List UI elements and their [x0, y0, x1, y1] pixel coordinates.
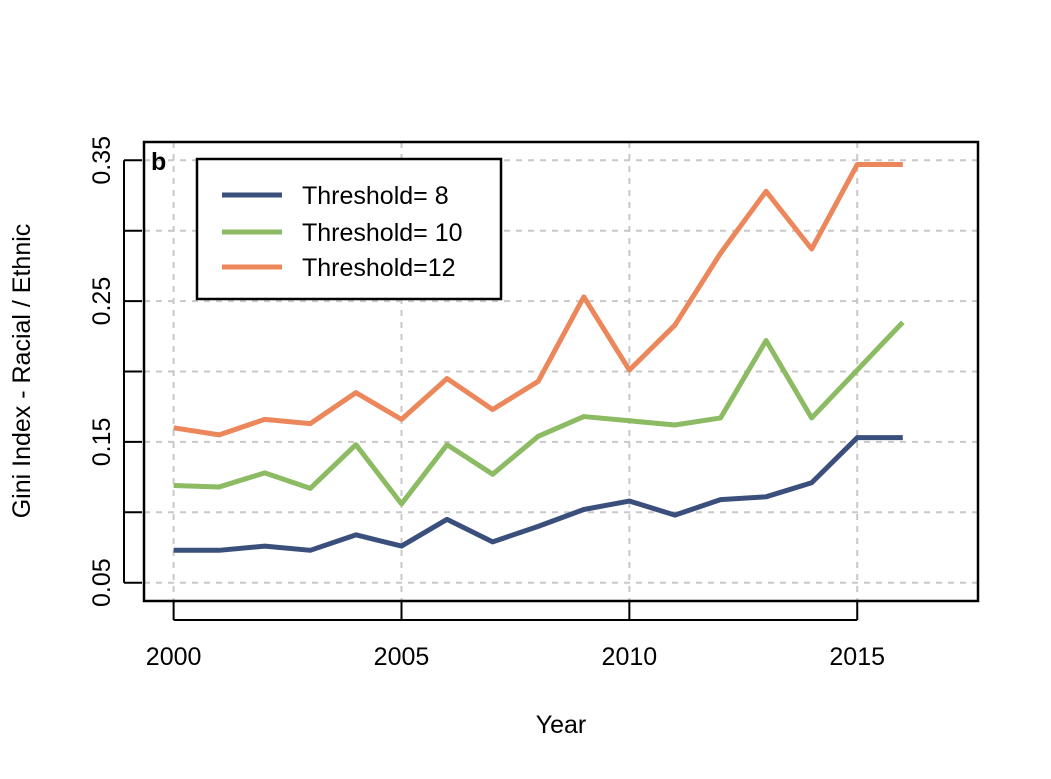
legend-box: [195, 157, 503, 301]
y-axis-title: Gini Index - Racial / Ethnic: [8, 224, 36, 519]
series-line-3: [173, 162, 903, 438]
legend: Threshold= 8 Threshold= 10 Threshold=12: [195, 157, 503, 301]
x-tick-label: 2005: [374, 643, 430, 671]
y-tick-label: 0.35: [88, 136, 116, 185]
legend-label-3: Threshold=12: [302, 254, 456, 282]
x-tick-label: 2000: [146, 643, 202, 671]
y-tick-label: 0.15: [88, 418, 116, 467]
series-line-1: [173, 435, 903, 553]
series-lines: [173, 162, 905, 553]
y-axis: 0.05 0.15 0.25 0.35: [88, 136, 142, 607]
series-line-2: [173, 320, 905, 507]
x-tick-label: 2015: [829, 643, 885, 671]
y-tick-label: 0.05: [88, 558, 116, 607]
legend-label-1: Threshold= 8: [302, 182, 449, 210]
panel-label: b: [151, 148, 166, 176]
y-tick-label: 0.25: [88, 277, 116, 326]
x-axis-title: Year: [536, 711, 587, 739]
legend-label-2: Threshold= 10: [302, 219, 463, 247]
x-tick-label: 2010: [602, 643, 658, 671]
x-axis: 2000 2005 2010 2015: [146, 602, 885, 671]
plot-frame: [142, 140, 980, 603]
